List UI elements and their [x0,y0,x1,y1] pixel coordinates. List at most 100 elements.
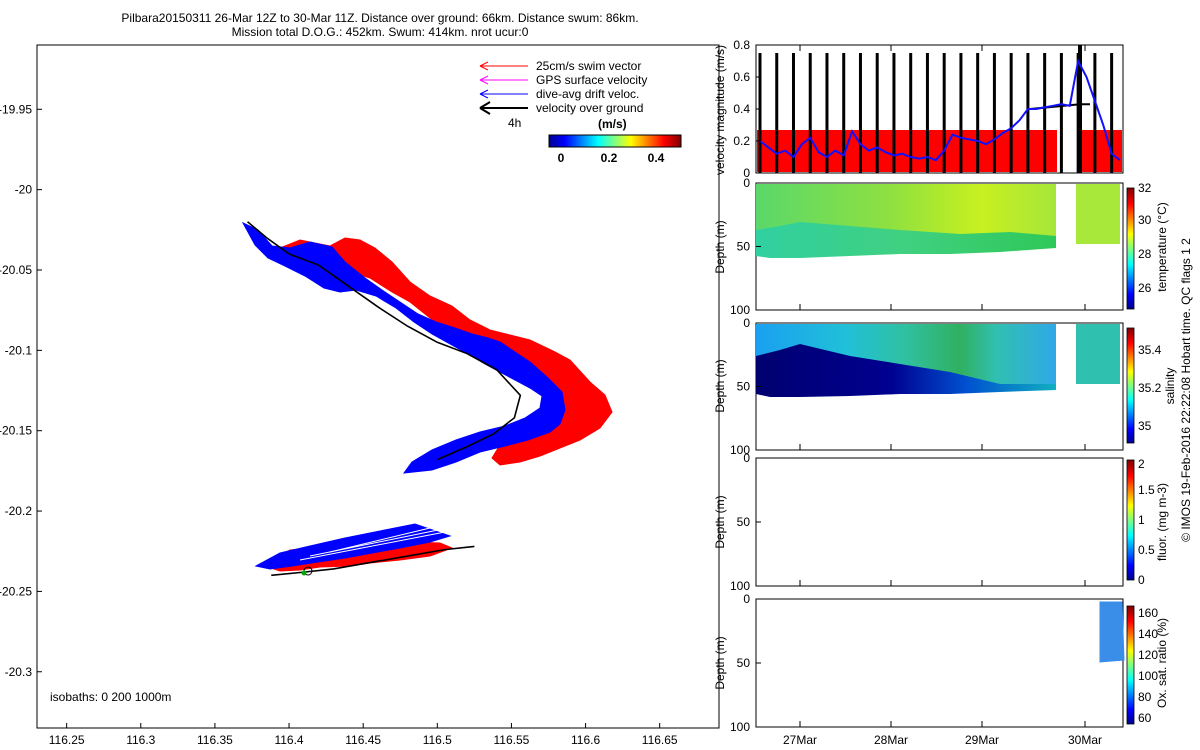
salinity-field-right [1076,324,1120,384]
oxygen-cbar-tick: 140 [1138,627,1158,641]
map-y-tick-label: -20.1 [5,343,33,357]
fluorescence-cbar-tick: 1 [1138,513,1145,527]
velocity-y-tick-label: 0.2 [733,134,750,148]
depth-tick-label: 100 [730,303,750,317]
fluorescence-ylabel: Depth (m) [713,495,727,548]
map-x-tick-label: 116.4 [274,733,303,747]
depth-tick-label: 100 [730,443,750,457]
gps-surface-marker [301,570,307,576]
temperature-cbar-tick: 32 [1138,181,1152,195]
temperature-field-deep [756,222,1056,258]
temperature-cbar-tick: 28 [1138,247,1152,261]
vector-swarm-south [254,523,454,572]
time-tick-label: 28Mar [874,733,908,747]
map-y-tick-label: -20.25 [0,584,32,598]
fluorescence-cbar-tick: 2 [1138,457,1145,471]
depth-tick-label: 0 [743,592,750,606]
map-panel: -19.95 -20 -20.05 -20.1 -20.15 -20.2 -20.25 -20… [0,44,720,747]
legend-gps: GPS surface velocity [536,73,647,87]
depth-tick-label: 0 [743,176,750,190]
oxygen-cbar-label: Ox. sat. ratio (%) [1155,618,1169,708]
legend-time-scale: 4h [508,116,521,130]
salinity-colorbar [1126,327,1135,444]
oxygen-ylabel: Depth (m) [713,636,727,689]
temperature-cbar-tick: 26 [1138,281,1152,295]
velocity-y-tick-label: 0.4 [733,102,750,116]
legend-colorbar-label: (m/s) [598,117,627,131]
temperature-colorbar [1126,187,1135,310]
map-x-tick-label: 116.6 [571,733,600,747]
oxygen-axes-box [755,598,1124,728]
oxygen-panel: Depth (m) Ox. sat. ratio (%) 60 80 100 1… [713,598,1169,728]
depth-tick-label: 50 [737,240,751,254]
legend-colorbar-tick-2: 0.4 [648,151,665,165]
map-y-tick-label: -20 [15,183,33,197]
time-tick-label: 30Mar [1068,733,1102,747]
oxygen-colorbar [1126,605,1135,725]
fluorescence-cbar-label: fluor. (mg m-3) [1155,483,1169,561]
velocity-y-tick-label: 0.6 [733,70,750,84]
velocity-ylabel: velocity magnitude (m/s) [713,45,727,175]
legend-colorbar-tick-1: 0.2 [601,151,618,165]
oxygen-cbar-tick: 80 [1138,690,1152,704]
depth-tick-label: 0 [743,451,750,465]
time-tick-label: 27Mar [783,733,817,747]
fluorescence-cbar-tick: 1.5 [1138,483,1155,497]
oxygen-cbar-tick: 60 [1138,711,1152,725]
map-y-tick-label: -20.05 [0,263,32,277]
time-tick-label: 29Mar [965,733,999,747]
velocity-panel: 0 0.2 0.4 0.6 0.8 velocity magnitude (m/s) [713,38,1124,180]
depth-tick-label: 50 [737,515,751,529]
fluorescence-cbar-tick: 0.5 [1138,543,1155,557]
depth-tick-label: 50 [737,380,751,394]
legend-swim: 25cm/s swim vector [536,59,641,73]
fluorescence-cbar-tick: 0 [1138,573,1145,587]
ground-track-north [247,221,522,461]
depth-tick-label: 100 [730,579,750,593]
temperature-panel: Depth (m) temperature (°C) 26 28 30 32 [713,181,1169,311]
map-axes-box [36,44,720,729]
temperature-cbar-tick: 30 [1138,213,1152,227]
map-legend: 25cm/s swim vector GPS surface velocity … [479,59,682,165]
fluorescence-colorbar [1126,459,1135,581]
oxygen-field [1099,601,1125,663]
depth-tick-label: 50 [737,656,751,670]
depth-tick-label: 0 [743,316,750,330]
legend-colorbar-tick-0: 0 [558,151,565,165]
map-x-tick-label: 116.5 [423,733,452,747]
salinity-cbar-tick: 35 [1138,419,1152,433]
footer-credit: © IMOS 19-Feb-2016 22:22:08 Hobart time.… [1179,238,1193,542]
drift-vectors-south-white-lines [299,527,446,561]
legend-ground: velocity over ground [536,101,643,115]
salinity-field-upper [756,324,1056,386]
figure-title-line2: Mission total D.O.G.: 452km. Swum: 414km… [231,25,529,39]
salinity-panel: Depth (m) salinity 35 35.2 35.4 [713,322,1177,451]
salinity-cbar-label: salinity [1163,368,1177,405]
isobaths-label: isobaths: 0 200 1000m [50,690,171,704]
map-y-tick-label: -20.15 [0,424,32,438]
oxygen-cbar-tick: 100 [1138,669,1158,683]
velocity-y-ticks: 0 0.2 0.4 0.6 0.8 [733,38,761,180]
legend-colorbar [548,134,682,148]
depth-tick-label: 100 [730,720,750,734]
fluorescence-axes-box [755,457,1124,587]
map-x-ticks: 116.25 116.3 116.35 116.4 116.45 116.5 116.55 1… [49,723,678,747]
temperature-cbar-label: temperature (°C) [1155,202,1169,292]
map-x-tick-label: 116.35 [197,733,233,747]
temperature-field-right [1076,184,1120,244]
salinity-field-deep [756,344,1056,397]
oxygen-cbar-tick: 160 [1138,606,1158,620]
salinity-cbar-tick: 35.2 [1138,381,1162,395]
figure-title-line1: Pilbara20150311 26-Mar 12Z to 30-Mar 11Z… [121,11,639,25]
series-dive-avg-drift [759,57,1121,162]
vector-swarm-north [241,221,613,474]
map-y-ticks: -19.95 -20 -20.05 -20.1 -20.15 -20.2 -20.25 -20… [0,102,42,679]
map-x-tick-label: 116.25 [49,733,85,747]
oxygen-cbar-tick: 120 [1138,648,1158,662]
map-x-tick-label: 116.55 [494,733,530,747]
velocity-y-tick-label: 0 [743,166,750,180]
temperature-ylabel: Depth (m) [713,220,727,273]
drift-vectors-north-blue [241,221,566,474]
